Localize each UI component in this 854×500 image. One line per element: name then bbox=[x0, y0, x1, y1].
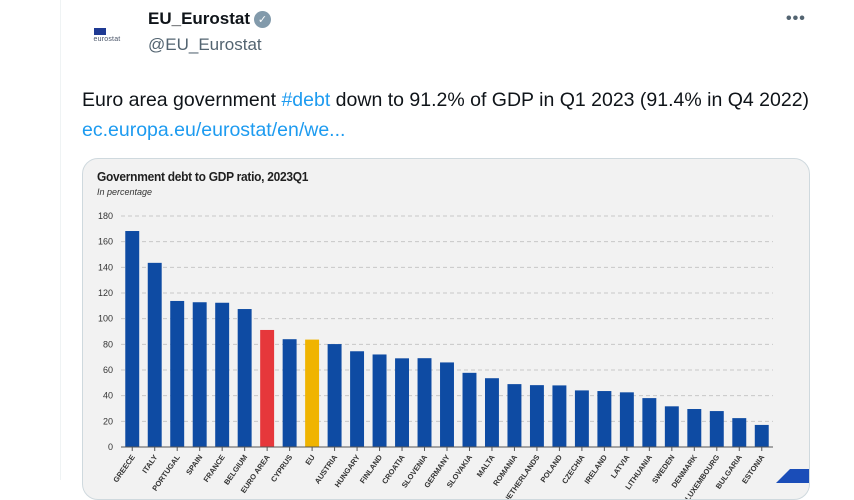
timeline-divider bbox=[60, 0, 61, 480]
y-tick-label: 40 bbox=[103, 391, 113, 401]
x-tick-label: IRELAND bbox=[583, 453, 610, 486]
bar-denmark bbox=[687, 409, 702, 447]
tweet-text: Euro area government #debt down to 91.2%… bbox=[82, 85, 822, 145]
bar-slovenia bbox=[417, 358, 432, 447]
y-tick-label: 160 bbox=[98, 237, 113, 247]
hashtag-link[interactable]: #debt bbox=[281, 89, 331, 111]
y-tick-label: 140 bbox=[98, 262, 113, 272]
bar-slovakia bbox=[462, 372, 477, 447]
bar-czechia bbox=[574, 390, 589, 447]
bar-germany bbox=[440, 362, 454, 447]
check-badge-icon[interactable]: ✓ bbox=[254, 10, 272, 28]
bar-ireland bbox=[597, 391, 612, 447]
bar-latvia bbox=[619, 392, 634, 447]
bar-romania bbox=[507, 384, 522, 447]
bar-euro-area bbox=[260, 329, 275, 447]
avatar-logo-text: eurostat bbox=[93, 35, 121, 43]
bar-luxembourg bbox=[709, 411, 724, 447]
x-tick-label: GREECE bbox=[111, 453, 137, 484]
avatar[interactable]: eurostat bbox=[78, 6, 136, 64]
y-tick-label: 120 bbox=[98, 288, 113, 298]
x-tick-label: ESTONIA bbox=[740, 453, 767, 486]
bar-greece bbox=[125, 231, 140, 447]
bar-austria bbox=[327, 344, 342, 447]
bar-italy bbox=[147, 262, 162, 447]
y-tick-label: 0 bbox=[108, 442, 113, 452]
user-handle[interactable]: @EU_Eurostat bbox=[148, 35, 262, 54]
bar-croatia bbox=[395, 358, 410, 447]
x-tick-label: EU bbox=[303, 453, 316, 467]
more-horizontal-icon[interactable]: ••• bbox=[786, 10, 806, 27]
media-card[interactable]: Government debt to GDP ratio, 2023Q1 In … bbox=[82, 158, 810, 500]
bar-portugal bbox=[170, 300, 185, 447]
bar-france bbox=[215, 302, 230, 447]
x-tick-label: SPAIN bbox=[184, 453, 204, 476]
bar-cyprus bbox=[282, 339, 297, 447]
chart-subtitle: In percentage bbox=[97, 187, 153, 197]
author-name-row: EU_Eurostat ✓ bbox=[148, 9, 272, 29]
bar-sweden bbox=[664, 406, 679, 447]
x-tick-label: CYPRUS bbox=[269, 453, 294, 484]
y-tick-label: 80 bbox=[103, 339, 113, 349]
bar-bulgaria bbox=[732, 418, 747, 447]
x-tick-label: MALTA bbox=[475, 453, 497, 479]
eu-flag-icon bbox=[94, 27, 106, 35]
tweet-text-part2: down to 91.2% of GDP in Q1 2023 (91.4% i… bbox=[330, 89, 810, 111]
bar-malta bbox=[484, 378, 499, 447]
tweet-text-part1: Euro area government bbox=[82, 89, 282, 111]
bar-poland bbox=[552, 385, 567, 447]
y-tick-label: 60 bbox=[103, 365, 113, 375]
bar-netherlands bbox=[529, 385, 544, 447]
x-tick-label: ITALY bbox=[140, 453, 159, 475]
bar-estonia bbox=[754, 424, 769, 447]
chart-title: Government debt to GDP ratio, 2023Q1 bbox=[97, 169, 309, 184]
y-tick-label: 180 bbox=[98, 211, 113, 221]
y-tick-label: 100 bbox=[98, 314, 113, 324]
url-link[interactable]: ec.europa.eu/eurostat/en/we... bbox=[82, 119, 346, 141]
bar-belgium bbox=[237, 309, 252, 447]
y-tick-label: 20 bbox=[103, 416, 113, 426]
x-tick-label: LATVIA bbox=[609, 453, 632, 480]
display-name[interactable]: EU_Eurostat bbox=[148, 9, 251, 28]
bar-eu bbox=[305, 339, 320, 447]
bar-spain bbox=[192, 302, 207, 447]
bar-hungary bbox=[350, 351, 365, 447]
bar-lithuania bbox=[642, 398, 657, 447]
bar-finland bbox=[372, 354, 387, 447]
